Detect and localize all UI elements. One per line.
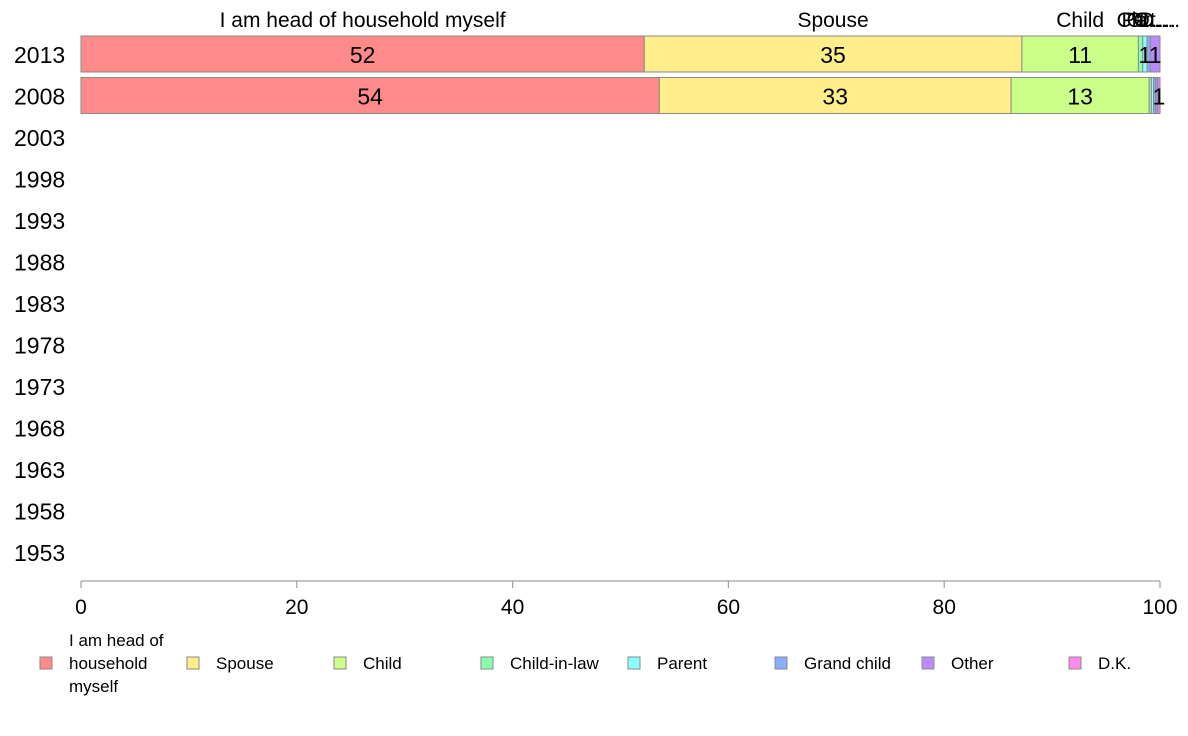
bar-value-label: 13 (1067, 84, 1093, 110)
x-tick-label-0: 0 (75, 596, 87, 619)
bar-segment-2008-2 (1010, 77, 1150, 114)
x-tick-label-20: 20 (285, 596, 308, 619)
top-label-1: Spouse (797, 9, 868, 32)
legend-swatch (333, 656, 347, 670)
bar-value-label: 1 (1149, 42, 1162, 68)
legend-swatch (1068, 656, 1082, 670)
year-label-1968: 1968 (14, 416, 65, 442)
top-label-4: Pa… (1122, 9, 1169, 32)
bar-segment-2013-2 (1021, 35, 1139, 73)
year-label-1978: 1978 (14, 333, 65, 359)
legend-label: Child-in-law (510, 654, 600, 673)
legend-swatch (480, 656, 494, 670)
legend-label: Other (951, 654, 994, 673)
legend-swatch (186, 656, 200, 670)
legend-swatch (921, 656, 935, 670)
top-label-6: Ot… (1134, 9, 1177, 32)
year-label-2003: 2003 (14, 125, 65, 151)
x-tick-label-60: 60 (717, 596, 740, 619)
year-label-1958: 1958 (14, 499, 65, 525)
year-label-2008: 2008 (14, 84, 65, 110)
x-tick-label-80: 80 (933, 596, 956, 619)
legend-swatch (39, 656, 53, 670)
year-label-1973: 1973 (14, 374, 65, 400)
legend-label: Grand child (804, 654, 891, 673)
legend-label: D.K. (1098, 654, 1131, 673)
year-label-1988: 1988 (14, 250, 65, 276)
year-label-1983: 1983 (14, 291, 65, 317)
bar-value-label: 52 (350, 42, 376, 68)
top-label-2: Child (1056, 9, 1104, 32)
x-axis: 0 20 40 60 80 100 (75, 580, 1178, 619)
top-label-3: Ch… (1117, 9, 1165, 32)
legend-label: Spouse (216, 654, 274, 673)
legend-swatch (627, 656, 641, 670)
bar-value-label: 33 (822, 84, 848, 110)
legend: I am head of household myself Spouse Child Ch… (39, 631, 1131, 696)
legend-swatch (774, 656, 788, 670)
legend-label: household (69, 654, 147, 673)
x-tick-label-100: 100 (1142, 596, 1177, 619)
year-label-1993: 1993 (14, 208, 65, 234)
top-label-7: D.… (1139, 9, 1181, 32)
bar-value-label: 1 (1153, 84, 1166, 110)
year-axis-labels: 2013 2008 2003 1998 1993 1988 1983 1978 1973 1968… (14, 42, 65, 566)
bar-value-label: 11 (1068, 42, 1092, 68)
year-label-1998: 1998 (14, 167, 65, 193)
year-label-1963: 1963 (14, 457, 65, 483)
bar-value-label: 54 (357, 84, 383, 110)
top-label-5: Gr… (1127, 9, 1171, 32)
bar-value-label: 35 (820, 42, 846, 68)
legend-label: Parent (657, 654, 707, 673)
top-label-0: I am head of household myself (220, 9, 506, 32)
bars-layer (80, 35, 1161, 114)
legend-label: Child (363, 654, 402, 673)
top-category-labels: I am head of household myself Spouse Child… (220, 9, 1181, 32)
year-label-2013: 2013 (14, 42, 65, 68)
bar-segment-2013-1 (643, 35, 1023, 73)
legend-label: I am head of (69, 631, 164, 650)
bar-segment-2008-0 (80, 77, 660, 114)
bar-segment-2013-6 (1149, 35, 1161, 73)
bar-value-label: 1 (1138, 42, 1151, 68)
bar-segment-2008-1 (658, 77, 1012, 114)
legend-label: myself (69, 677, 118, 696)
x-tick-label-40: 40 (501, 596, 524, 619)
bar-segment-2008-7 (1157, 77, 1161, 114)
year-label-1953: 1953 (14, 540, 65, 566)
